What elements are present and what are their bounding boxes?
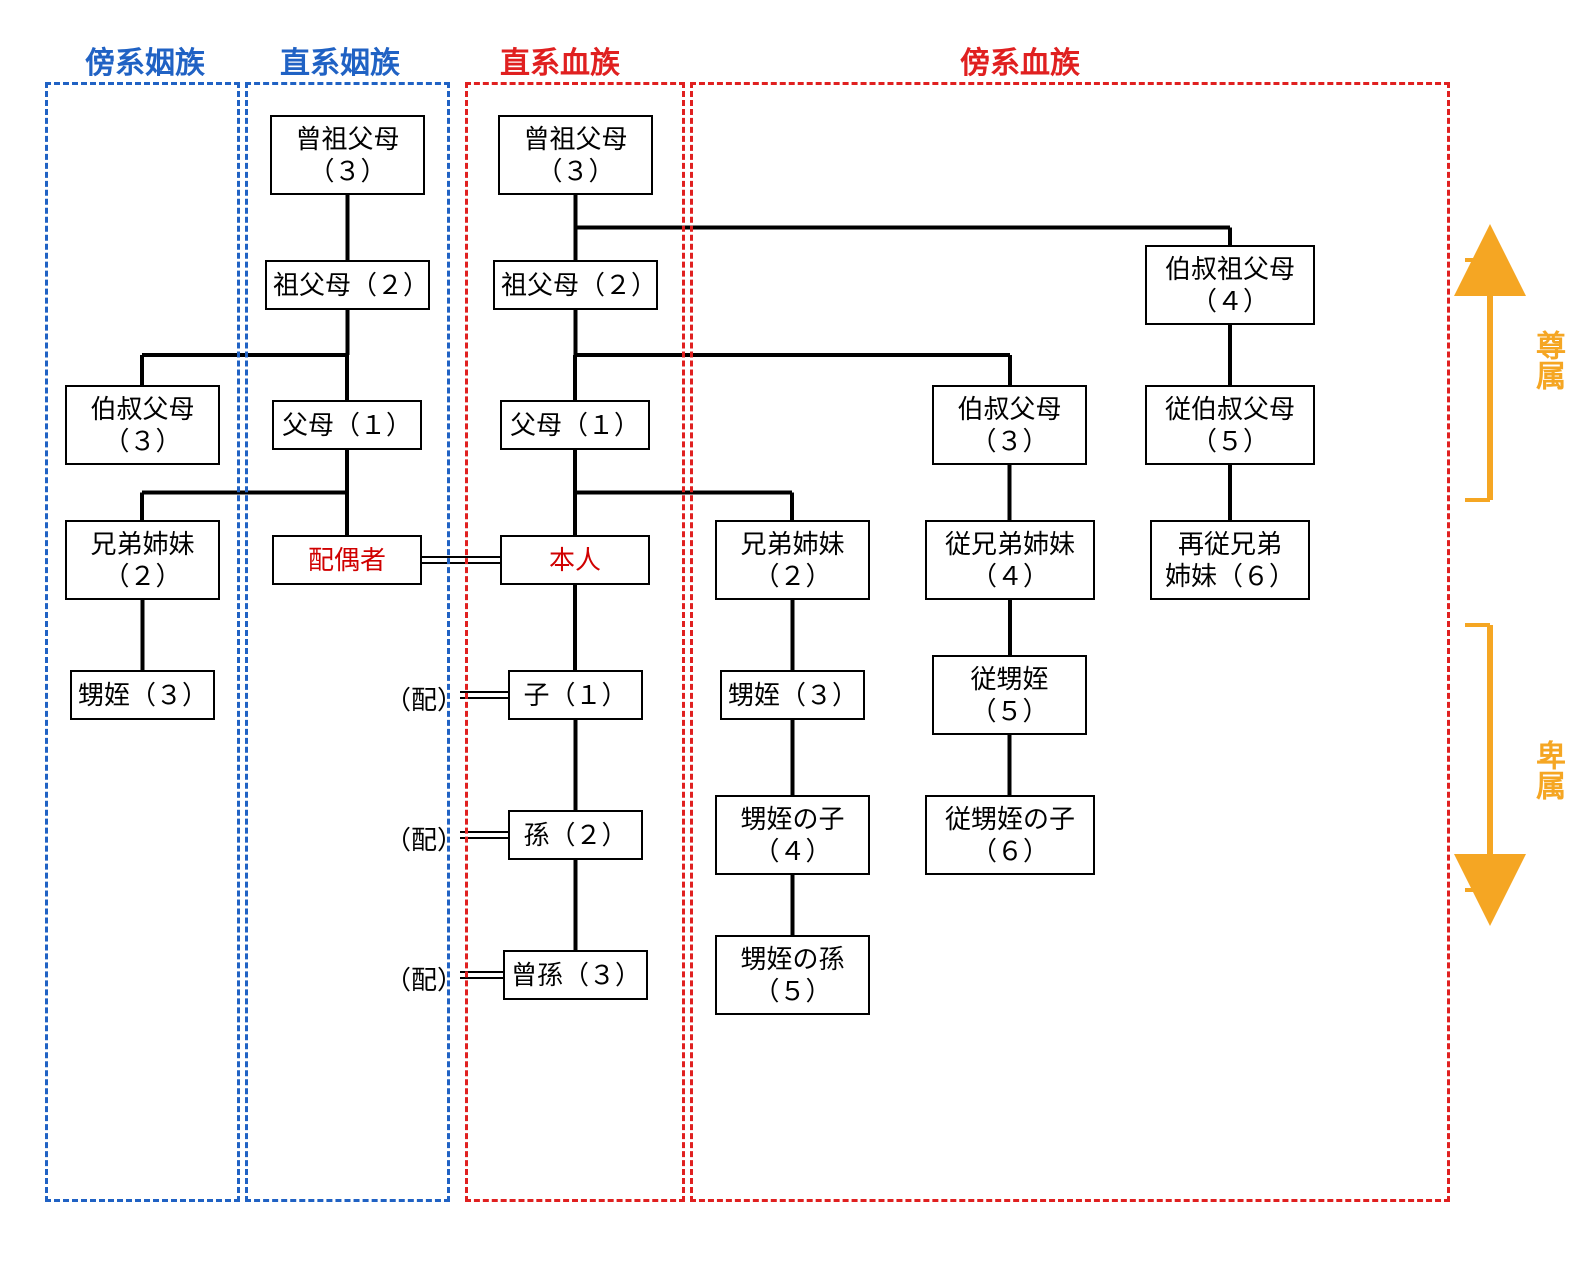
n-parent: 父母（１） bbox=[500, 400, 650, 450]
n-aff-uncle: 伯叔父母（３） bbox=[65, 385, 220, 465]
n-spouse: 配偶者 bbox=[272, 535, 422, 585]
kinship-diagram: 傍系姻族直系姻族直系血族 傍系血族曾祖父母（３） 祖父母（２） 伯叔父母（３） 父母（１… bbox=[20, 20, 1575, 1266]
r-col-blood bbox=[690, 82, 1450, 1202]
n-guncle2: 従伯叔父母（５） bbox=[1145, 385, 1315, 465]
h-direct-affinity: 直系姻族 bbox=[250, 38, 430, 82]
n-aff-parent: 父母（１） bbox=[272, 400, 422, 450]
n-self: 本人 bbox=[500, 535, 650, 585]
n-ggp: 曾祖父母（３） bbox=[498, 115, 653, 195]
n-child: 子（１） bbox=[508, 670, 643, 720]
h-collateral-blood: 傍系血族 bbox=[890, 38, 1150, 82]
n-cousin-nc: 従甥姪の子（６） bbox=[925, 795, 1095, 875]
n-ggchild: 曾孫（３） bbox=[503, 950, 648, 1000]
r-dir-affinity bbox=[245, 82, 450, 1202]
hai-gchild: （配） bbox=[385, 820, 463, 857]
n-aff-ggp: 曾祖父母（３） bbox=[270, 115, 425, 195]
hai-child: （配） bbox=[385, 680, 463, 717]
n-aff-sib: 兄弟姉妹（２） bbox=[65, 520, 220, 600]
n-neph-child: 甥姪の子（４） bbox=[715, 795, 870, 875]
n-aff-neph: 甥姪（３） bbox=[70, 670, 215, 720]
n-aff-gp: 祖父母（２） bbox=[265, 260, 430, 310]
n-cousin-n: 従甥姪（５） bbox=[932, 655, 1087, 735]
sl-sonzoku: 尊属 bbox=[1525, 330, 1569, 390]
n-neph-gc: 甥姪の孫（５） bbox=[715, 935, 870, 1015]
n-gchild: 孫（２） bbox=[508, 810, 643, 860]
n-sib: 兄弟姉妹（２） bbox=[715, 520, 870, 600]
hai-ggchild: （配） bbox=[385, 960, 463, 997]
r-col-affinity bbox=[45, 82, 240, 1202]
n-gguncle: 伯叔祖父母（４） bbox=[1145, 245, 1315, 325]
n-neph: 甥姪（３） bbox=[720, 670, 865, 720]
n-cousin: 従兄弟姉妹（４） bbox=[925, 520, 1095, 600]
n-gp: 祖父母（２） bbox=[493, 260, 658, 310]
n-uncle: 伯叔父母（３） bbox=[932, 385, 1087, 465]
n-2cousin: 再従兄弟姉妹（６） bbox=[1150, 520, 1310, 600]
r-dir-blood bbox=[465, 82, 685, 1202]
sl-hizoku: 卑属 bbox=[1525, 740, 1569, 800]
h-collateral-affinity: 傍系姻族 bbox=[55, 38, 235, 82]
h-direct-blood: 直系血族 bbox=[470, 38, 650, 82]
